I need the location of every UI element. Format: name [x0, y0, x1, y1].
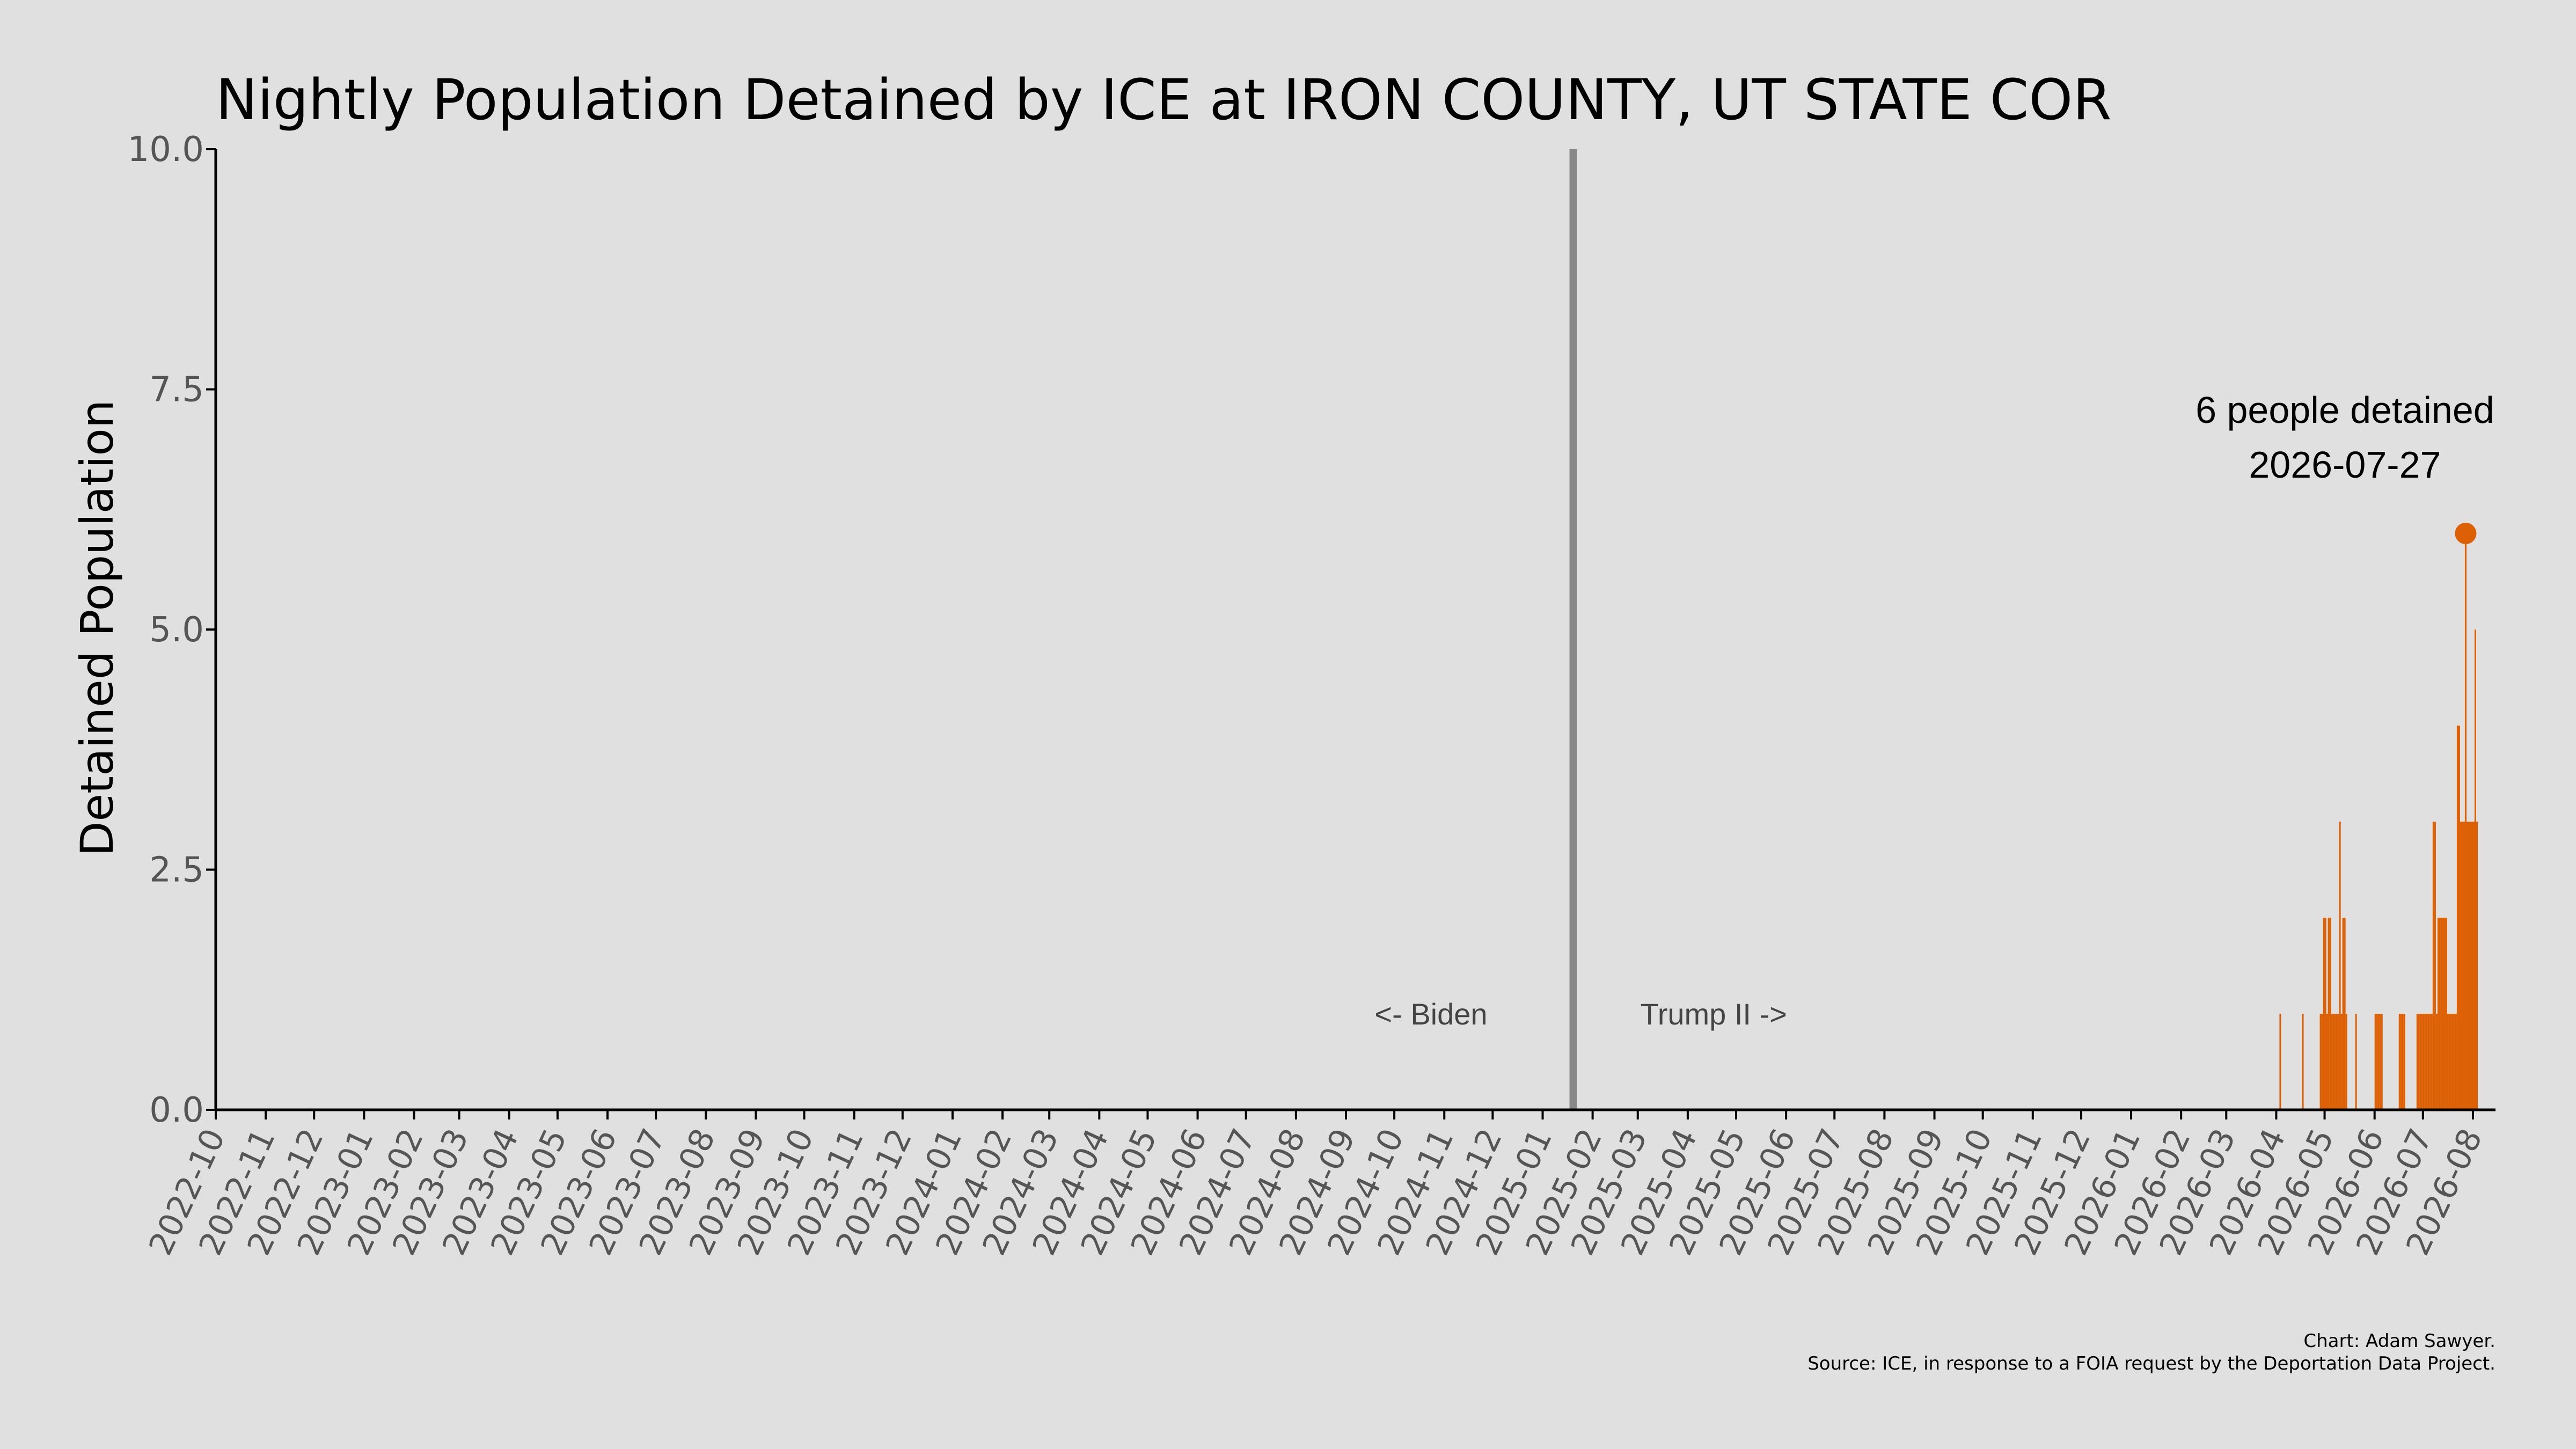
y-tick-label-7.5: 7.5	[149, 370, 204, 410]
bar-2026-07-13	[2442, 918, 2444, 1110]
bar-2026-07-08	[2434, 822, 2436, 1110]
bar-2026-07-12	[2440, 918, 2442, 1110]
bar-2026-07-25	[2461, 822, 2463, 1110]
bar-2026-06-27	[2416, 1014, 2418, 1110]
bar-2026-07-21	[2455, 1014, 2457, 1110]
bar-2026-07-06	[2431, 1014, 2433, 1110]
bar-2026-07-14	[2443, 918, 2446, 1110]
bar-2026-07-20	[2453, 1014, 2455, 1110]
bar-2026-07-04	[2427, 1014, 2429, 1110]
bar-2026-07-30	[2469, 822, 2471, 1110]
bar-2026-07-03	[2426, 1014, 2428, 1110]
peak-marker	[2455, 523, 2477, 544]
bar-2026-06-19	[2403, 1014, 2405, 1110]
bar-2026-05-04	[2329, 918, 2331, 1110]
bar-2026-06-30	[2421, 1014, 2423, 1110]
bar-2026-07-22	[2456, 726, 2458, 1110]
bar-2026-04-30	[2323, 918, 2325, 1110]
bar-2026-07-28	[2466, 822, 2468, 1110]
bar-2026-04-28	[2319, 1014, 2322, 1110]
bar-2026-07-19	[2451, 1014, 2454, 1110]
bar-2026-04-17	[2302, 1014, 2304, 1110]
y-axis-label: Detained Population	[71, 400, 123, 856]
biden-era-annotation: <- Biden	[1374, 997, 1487, 1031]
y-tick-label-0.0: 0.0	[149, 1091, 204, 1130]
bar-2026-07-09	[2435, 1014, 2438, 1110]
bar-2026-07-18	[2450, 1014, 2452, 1110]
bar-2026-07-05	[2429, 1014, 2431, 1110]
bar-2026-07-07	[2432, 822, 2434, 1110]
trump-era-annotation: Trump II ->	[1641, 997, 1787, 1031]
bar-2026-05-20	[2355, 1014, 2357, 1110]
bar-2026-06-05	[2381, 1014, 2383, 1110]
chart-credit: Chart: Adam Sawyer.	[2303, 1330, 2496, 1352]
y-tick-label-10.0: 10.0	[128, 130, 204, 170]
bar-2026-07-24	[2460, 822, 2462, 1110]
bar-2026-07-31	[2471, 822, 2473, 1110]
bar-2026-07-17	[2448, 1014, 2450, 1110]
peak-annotation-count: 6 people detained	[2196, 389, 2494, 431]
bar-2026-05-14	[2345, 1014, 2347, 1110]
bar-2026-06-28	[2418, 1014, 2420, 1110]
bar-2026-06-18	[2402, 1014, 2404, 1110]
chart-title: Nightly Population Detained by ICE at IR…	[216, 67, 2112, 133]
bar-2026-08-01	[2472, 822, 2475, 1110]
bar-2026-05-01	[2324, 918, 2326, 1110]
bar-2026-08-02	[2474, 630, 2476, 1110]
bar-2026-06-16	[2398, 1014, 2401, 1110]
bar-2026-08-03	[2476, 822, 2478, 1110]
y-tick-label-2.5: 2.5	[149, 851, 204, 890]
bar-2026-04-29	[2321, 1014, 2323, 1110]
bar-2026-07-29	[2468, 822, 2470, 1110]
chart-source: Source: ICE, in response to a FOIA reque…	[1807, 1353, 2496, 1374]
bar-2026-05-06	[2332, 1014, 2334, 1110]
peak-annotation-date: 2026-07-27	[2249, 444, 2441, 486]
bar-2026-06-17	[2400, 1014, 2402, 1110]
bar-2026-06-29	[2419, 1014, 2421, 1110]
bar-2026-06-01	[2374, 1014, 2376, 1110]
bar-2026-06-02	[2376, 1014, 2378, 1110]
bar-2026-05-12	[2342, 918, 2344, 1110]
bar-2026-07-15	[2445, 918, 2447, 1110]
bar-2026-05-11	[2340, 1014, 2343, 1110]
y-tick-label-5.0: 5.0	[149, 610, 204, 650]
bar-2026-07-23	[2458, 726, 2460, 1110]
bar-2026-05-13	[2344, 918, 2346, 1110]
bar-2026-05-10	[2339, 822, 2341, 1110]
bar-2026-07-27	[2464, 533, 2467, 1110]
bar-2026-07-11	[2439, 918, 2441, 1110]
bar-2026-04-03	[2279, 1014, 2281, 1110]
bar-2026-06-03	[2377, 1014, 2380, 1110]
bar-2026-05-07	[2334, 1014, 2336, 1110]
bar-2026-05-02	[2326, 1014, 2328, 1110]
bar-2026-07-16	[2447, 1014, 2449, 1110]
bar-2026-07-02	[2424, 1014, 2426, 1110]
bar-2026-06-04	[2379, 1014, 2381, 1110]
plot-area: 0.02.55.07.510.02022-102022-112022-12202…	[128, 130, 2496, 1261]
bar-2026-05-03	[2328, 918, 2330, 1110]
bar-2026-05-05	[2331, 1014, 2333, 1110]
bar-2026-07-01	[2423, 1014, 2425, 1110]
bar-2026-07-26	[2463, 822, 2465, 1110]
bar-2026-07-10	[2437, 918, 2439, 1110]
bar-2026-05-09	[2337, 1014, 2339, 1110]
bar-2026-05-08	[2336, 1014, 2338, 1110]
